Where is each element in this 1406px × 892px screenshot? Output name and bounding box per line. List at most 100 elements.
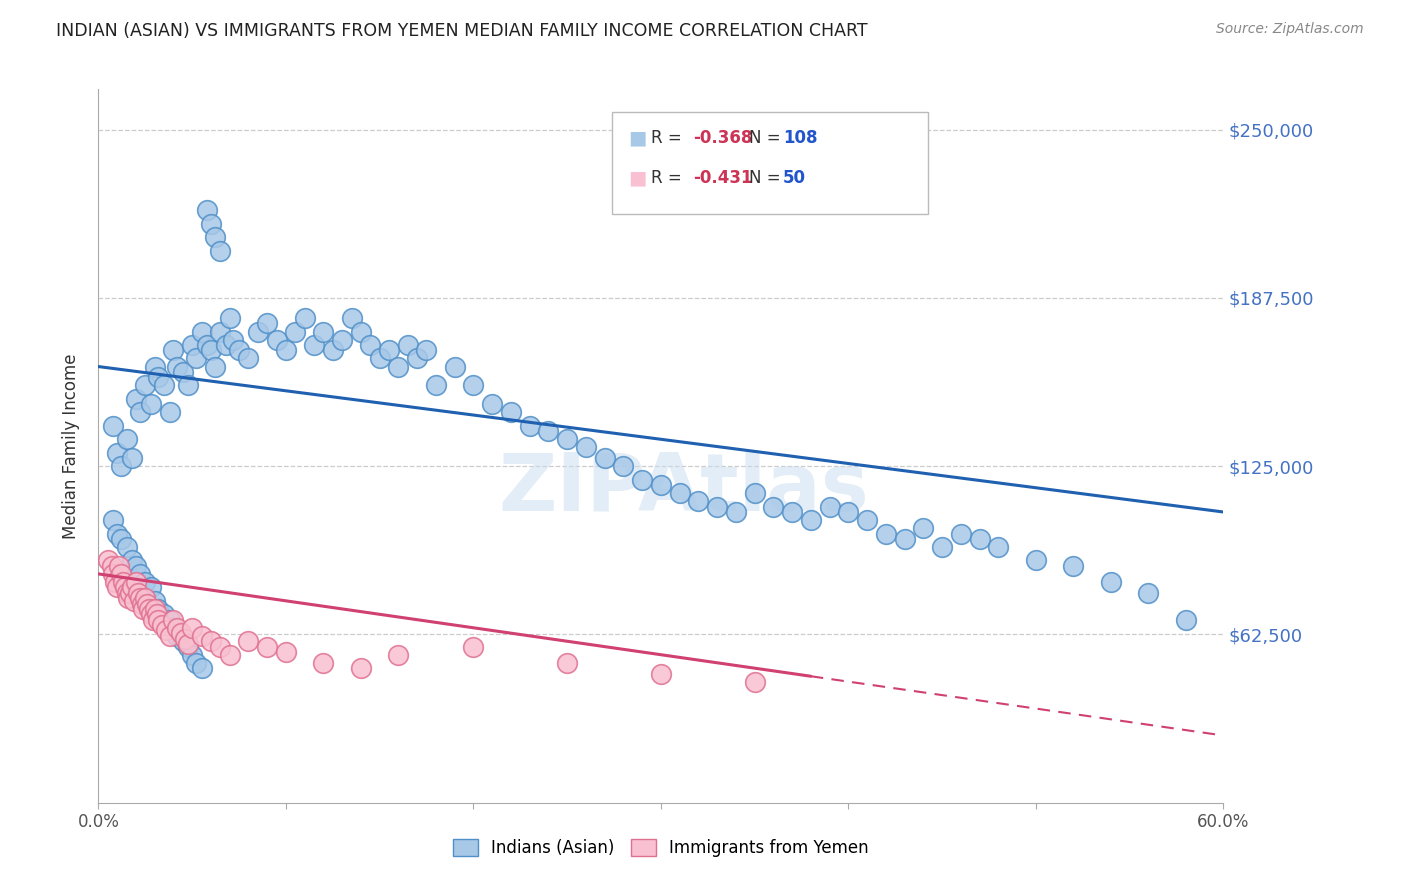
Point — [631, 473, 654, 487]
Point — [668, 486, 690, 500]
Point — [425, 378, 447, 392]
Point — [340, 311, 363, 326]
Point — [114, 580, 136, 594]
Point — [122, 594, 145, 608]
Point — [190, 661, 212, 675]
Point — [302, 338, 325, 352]
Point — [266, 333, 288, 347]
Point — [121, 553, 143, 567]
Point — [443, 359, 465, 374]
Point — [238, 351, 260, 366]
Point — [166, 629, 188, 643]
Point — [108, 558, 131, 573]
Point — [143, 602, 166, 616]
Point — [162, 343, 184, 358]
Point — [575, 441, 598, 455]
Text: Source: ZipAtlas.com: Source: ZipAtlas.com — [1216, 22, 1364, 37]
Text: ZIPAtlas: ZIPAtlas — [498, 450, 869, 528]
Point — [800, 513, 823, 527]
Point — [650, 478, 672, 492]
Point — [184, 351, 207, 366]
Point — [875, 526, 897, 541]
Point — [969, 532, 991, 546]
Point — [172, 634, 194, 648]
Point — [97, 553, 120, 567]
Legend: Indians (Asian), Immigrants from Yemen: Indians (Asian), Immigrants from Yemen — [444, 831, 877, 866]
Point — [330, 333, 353, 347]
Point — [139, 397, 162, 411]
Point — [706, 500, 728, 514]
Text: N =: N = — [749, 129, 786, 147]
Point — [166, 359, 188, 374]
Point — [139, 580, 162, 594]
Point — [350, 325, 373, 339]
Point — [138, 602, 160, 616]
Point — [110, 459, 132, 474]
Point — [159, 613, 181, 627]
Text: -0.431: -0.431 — [693, 169, 752, 187]
Point — [856, 513, 879, 527]
Point — [1174, 613, 1197, 627]
Point — [463, 378, 485, 392]
Point — [555, 432, 578, 446]
Point — [100, 558, 122, 573]
Point — [125, 558, 148, 573]
Point — [274, 343, 297, 358]
Point — [173, 632, 195, 646]
Point — [387, 359, 409, 374]
Point — [931, 540, 953, 554]
Point — [115, 586, 138, 600]
Point — [256, 317, 278, 331]
Point — [218, 648, 240, 662]
Point — [322, 343, 344, 358]
Text: R =: R = — [651, 129, 688, 147]
Point — [190, 325, 212, 339]
Point — [912, 521, 935, 535]
Point — [612, 459, 634, 474]
Point — [153, 607, 176, 622]
Point — [650, 666, 672, 681]
Point — [117, 591, 139, 606]
Point — [780, 505, 803, 519]
Point — [744, 674, 766, 689]
Point — [177, 637, 200, 651]
Point — [744, 486, 766, 500]
Point — [110, 532, 132, 546]
Point — [115, 432, 138, 446]
Point — [837, 505, 859, 519]
Point — [724, 505, 747, 519]
Point — [555, 656, 578, 670]
Point — [200, 343, 222, 358]
Point — [105, 446, 128, 460]
Point — [688, 494, 710, 508]
Point — [120, 586, 142, 600]
Point — [378, 343, 401, 358]
Point — [159, 629, 181, 643]
Point — [209, 244, 232, 258]
Y-axis label: Median Family Income: Median Family Income — [62, 353, 80, 539]
Point — [125, 574, 148, 589]
Point — [481, 397, 503, 411]
Point — [195, 338, 218, 352]
Point — [148, 602, 170, 616]
Point — [110, 566, 132, 581]
Point — [177, 378, 200, 392]
Point — [195, 203, 218, 218]
Text: -0.368: -0.368 — [693, 129, 752, 147]
Point — [1025, 553, 1047, 567]
Point — [396, 338, 419, 352]
Point — [121, 451, 143, 466]
Point — [204, 359, 226, 374]
Point — [111, 574, 134, 589]
Point — [274, 645, 297, 659]
Point — [181, 621, 204, 635]
Point — [166, 621, 188, 635]
Point — [190, 629, 212, 643]
Point — [127, 586, 149, 600]
Text: ■: ■ — [628, 128, 647, 148]
Text: 50: 50 — [783, 169, 806, 187]
Point — [105, 580, 128, 594]
Point — [537, 424, 560, 438]
Point — [415, 343, 437, 358]
Point — [519, 418, 541, 433]
